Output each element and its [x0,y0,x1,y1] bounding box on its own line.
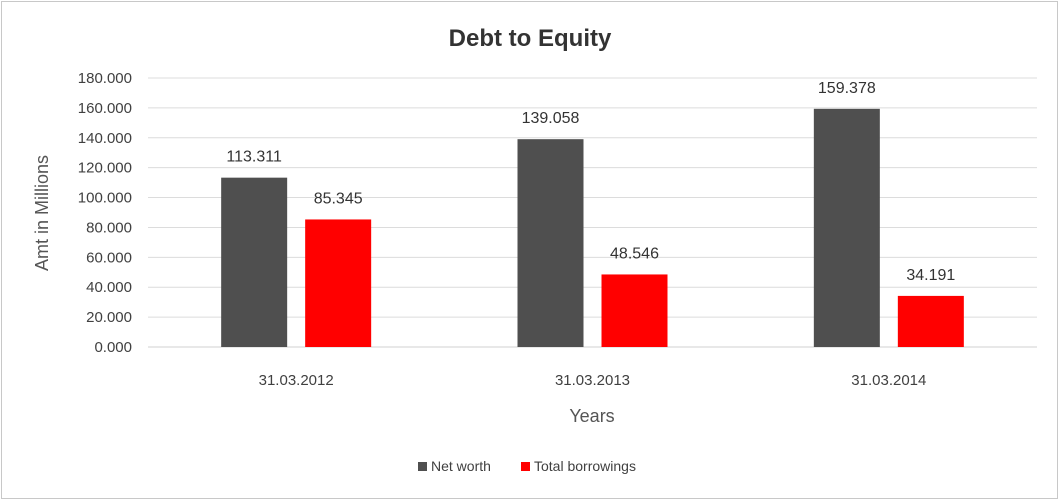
y-tick-label: 20.000 [86,309,132,326]
bar-net-worth [813,108,880,347]
y-tick-label: 0.000 [94,339,132,356]
bars [221,108,964,347]
y-tick-label: 140.000 [78,130,132,147]
y-tick-label: 40.000 [86,279,132,296]
bar-net-worth [221,177,288,347]
y-tick-label: 60.000 [86,249,132,266]
data-label: 34.191 [906,267,955,284]
bar-total-borrowings [305,219,372,347]
x-tick-label: 31.03.2013 [555,372,630,389]
y-tick-label: 180.000 [78,70,132,87]
legend: Net worth Total borrowings [418,458,636,474]
bar-total-borrowings [897,295,964,347]
y-tick-label: 120.000 [78,160,132,177]
legend-label: Net worth [431,458,491,474]
x-tick-label: 31.03.2014 [851,372,926,389]
x-axis-label: Years [569,406,614,426]
y-tick-labels: 0.000 20.000 40.000 60.000 80.000 100.000 120.… [78,70,132,356]
y-tick-label: 100.000 [78,190,132,207]
bar-total-borrowings [601,274,668,347]
data-label: 159.378 [818,80,876,97]
legend-swatch [521,462,530,471]
legend-label: Total borrowings [534,458,636,474]
data-label: 85.345 [314,190,363,207]
data-label: 139.058 [522,110,580,127]
x-tick-label: 31.03.2012 [259,372,334,389]
y-axis-label: Amt in Millions [32,155,52,271]
chart-title: Debt to Equity [449,25,612,52]
data-label: 48.546 [610,245,659,262]
y-tick-label: 160.000 [78,100,132,117]
data-label: 113.311 [226,149,282,166]
bar-net-worth [517,139,584,347]
x-tick-labels: 31.03.2012 31.03.2013 31.03.2014 [259,372,927,389]
data-labels: 113.311 85.345 139.058 48.546 159.378 34.191 [226,80,955,284]
y-tick-label: 80.000 [86,219,132,236]
gridlines [148,77,1037,348]
legend-swatch [418,462,427,471]
